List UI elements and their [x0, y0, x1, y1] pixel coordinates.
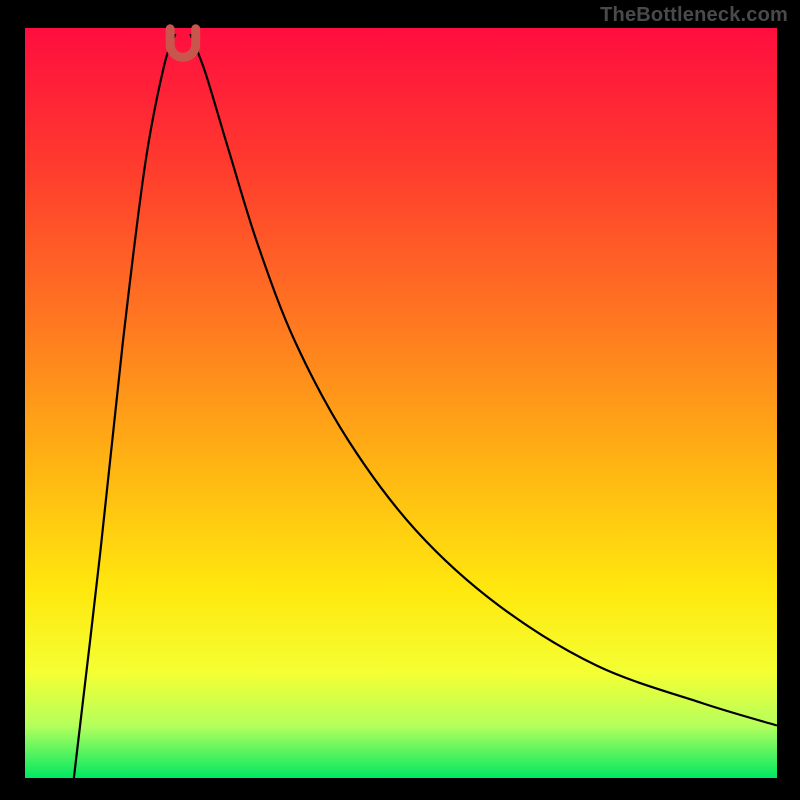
bottleneck-curve-right	[190, 34, 777, 726]
curve-svg	[25, 28, 777, 778]
watermark-text: TheBottleneck.com	[600, 4, 788, 27]
trough-marker	[170, 29, 196, 58]
figure-container: TheBottleneck.com	[0, 0, 800, 800]
plot-area	[25, 28, 777, 778]
bottleneck-curve-left	[74, 34, 176, 778]
